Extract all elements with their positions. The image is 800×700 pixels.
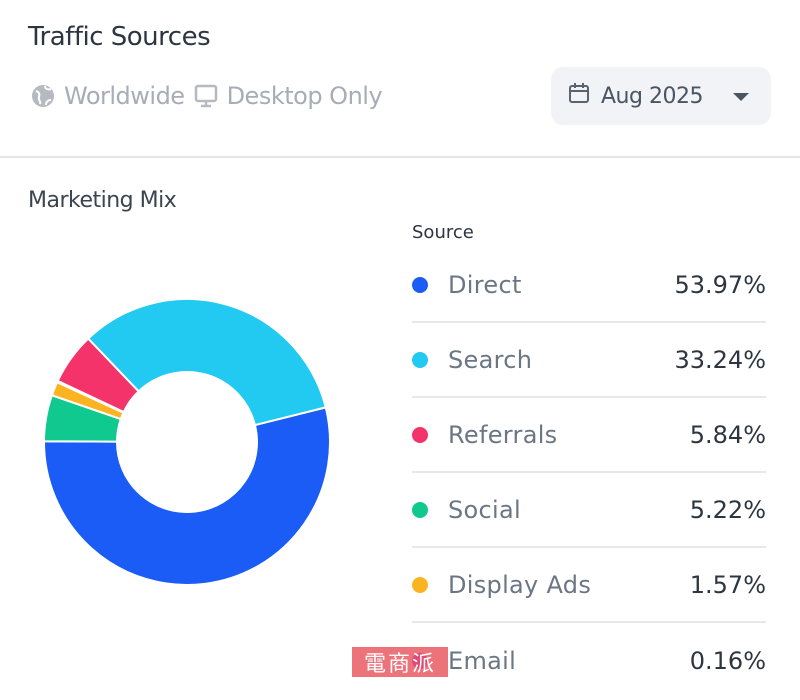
watermark-text: 電商派 [363,652,436,677]
legend-label: Referrals [448,420,558,449]
legend-item-social[interactable]: Social 5.22% [412,473,766,548]
donut-chart [42,298,331,586]
legend-dot [412,276,428,293]
legend-value: 0.16% [689,646,766,675]
legend-label: Display Ads [448,570,592,599]
date-value: Aug 2025 [601,83,703,109]
legend-dot [412,501,428,518]
monitor-icon [193,83,219,109]
legend-value: 53.97% [674,270,766,299]
legend-label: Direct [448,270,522,299]
legend-label: Email [448,646,517,675]
slice-search[interactable] [86,298,327,427]
legend-dot [412,426,428,443]
legend-value: 33.24% [674,345,766,374]
filters: Worldwide Desktop Only [30,82,383,110]
watermark: 電商派 [352,647,448,677]
legend-value: 1.57% [689,570,766,599]
chevron-down-icon[interactable] [733,93,749,101]
page-title: Traffic Sources [28,22,211,52]
legend-label: Search [448,345,533,374]
legend-header: Source [412,222,474,243]
legend-item-search[interactable]: Search 33.24% [412,323,766,398]
slice-direct[interactable] [43,406,331,586]
region-filter[interactable]: Worldwide [64,82,185,110]
legend-item-referrals[interactable]: Referrals 5.84% [412,398,766,473]
section-title: Marketing Mix [28,188,177,213]
calendar-icon [567,81,591,111]
legend-value: 5.22% [689,495,766,524]
globe-icon [30,83,56,109]
legend-item-email[interactable]: Email 0.16% [412,623,766,698]
legend-value: 5.84% [689,420,766,449]
legend-dot [412,351,428,368]
legend-item-direct[interactable]: Direct 53.97% [412,248,766,323]
legend-item-display-ads[interactable]: Display Ads 1.57% [412,548,766,623]
divider [0,156,800,158]
legend-label: Social [448,495,521,524]
legend: Direct 53.97% Search 33.24% Referrals 5.84% So… [412,248,766,698]
date-picker[interactable]: Aug 2025 [551,67,771,125]
legend-dot [412,576,428,593]
device-filter[interactable]: Desktop Only [226,82,383,110]
